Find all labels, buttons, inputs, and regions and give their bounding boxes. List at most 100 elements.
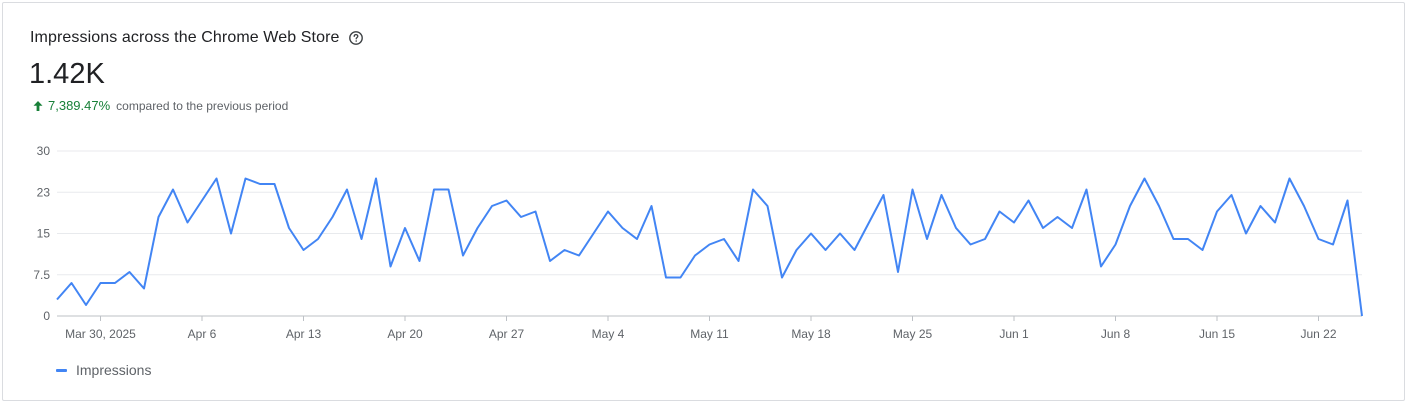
- data-point: [709, 244, 711, 246]
- data-point: [520, 216, 522, 218]
- x-tick-label: Jun 1: [999, 327, 1029, 341]
- data-point: [738, 260, 740, 262]
- data-point: [375, 178, 377, 180]
- data-point: [535, 211, 537, 213]
- data-point: [1173, 238, 1175, 240]
- data-point: [680, 277, 682, 279]
- data-point: [752, 189, 754, 191]
- chart-legend[interactable]: Impressions: [56, 362, 151, 378]
- data-point: [274, 183, 276, 185]
- total-impressions: 1.42K: [29, 58, 105, 90]
- data-point: [1129, 205, 1131, 207]
- data-point: [230, 233, 232, 235]
- x-tick-label: Jun 22: [1300, 327, 1336, 341]
- help-circle-icon[interactable]: [348, 30, 364, 46]
- data-point: [781, 277, 783, 279]
- data-point: [477, 227, 479, 229]
- data-point: [100, 282, 102, 284]
- data-point: [1289, 178, 1291, 180]
- x-tick-label: Mar 30, 2025: [65, 327, 136, 341]
- data-point: [955, 227, 957, 229]
- data-point: [549, 260, 551, 262]
- y-axis-labels: 0 7.5 15 23 30: [33, 144, 50, 323]
- data-point: [259, 183, 261, 185]
- x-tick-label: May 25: [893, 327, 933, 341]
- legend-label: Impressions: [76, 362, 152, 378]
- data-point: [1361, 315, 1363, 317]
- data-point: [245, 178, 247, 180]
- data-point: [1028, 200, 1030, 202]
- data-point: [767, 205, 769, 207]
- data-point: [897, 271, 899, 273]
- data-point: [839, 233, 841, 235]
- arrow-up-icon: [32, 100, 44, 112]
- x-tick-label: May 18: [791, 327, 831, 341]
- x-tick-label: Apr 6: [188, 327, 217, 341]
- x-tick-label: Jun 8: [1101, 327, 1131, 341]
- data-point: [317, 238, 319, 240]
- grid-lines: [57, 150, 1362, 317]
- data-point: [1332, 244, 1334, 246]
- data-point: [1071, 227, 1073, 229]
- data-point: [114, 282, 116, 284]
- data-point: [419, 260, 421, 262]
- data-point: [636, 238, 638, 240]
- data-point: [1158, 205, 1160, 207]
- data-point: [1042, 227, 1044, 229]
- series-impressions: [56, 177, 1363, 317]
- data-point: [651, 205, 653, 207]
- delta-value: 7,389.47%: [48, 98, 111, 113]
- x-tick-label: Apr 27: [489, 327, 525, 341]
- data-point: [1100, 266, 1102, 268]
- legend-swatch: [56, 368, 67, 372]
- data-point: [216, 178, 218, 180]
- card-title: Impressions across the Chrome Web Store: [30, 29, 340, 46]
- data-point: [1216, 211, 1218, 213]
- data-point: [984, 238, 986, 240]
- data-point: [999, 211, 1001, 213]
- data-point: [970, 244, 972, 246]
- data-point: [941, 194, 943, 196]
- data-point: [361, 238, 363, 240]
- data-point: [1144, 178, 1146, 180]
- data-point: [390, 266, 392, 268]
- card-header: Impressions across the Chrome Web Store: [30, 29, 364, 47]
- data-point: [665, 277, 667, 279]
- x-tick-label: May 11: [690, 327, 729, 341]
- data-point: [1202, 249, 1204, 251]
- data-point: [593, 233, 595, 235]
- data-point: [723, 238, 725, 240]
- data-point: [288, 227, 290, 229]
- data-point: [578, 255, 580, 257]
- data-point: [187, 222, 189, 224]
- data-point: [1013, 222, 1015, 224]
- data-point: [448, 189, 450, 191]
- data-point: [1231, 194, 1233, 196]
- data-point: [129, 271, 131, 273]
- y-tick-label: 15: [37, 227, 51, 241]
- data-point: [1347, 200, 1349, 202]
- data-point: [622, 227, 624, 229]
- data-point: [854, 249, 856, 251]
- x-tick-label: Apr 13: [286, 327, 322, 341]
- x-tick-label: Apr 20: [387, 327, 423, 341]
- data-point: [810, 233, 812, 235]
- series-line-impressions: [56, 177, 1363, 317]
- data-point: [85, 304, 87, 306]
- data-point: [868, 222, 870, 224]
- data-point: [1115, 244, 1117, 246]
- data-point: [564, 249, 566, 251]
- data-point: [1274, 222, 1276, 224]
- delta-row: 7,389.47% compared to the previous perio…: [32, 98, 288, 113]
- data-point: [1260, 205, 1262, 207]
- data-point: [1057, 216, 1059, 218]
- x-tick-label: May 4: [592, 327, 625, 341]
- delta-description: compared to the previous period: [116, 98, 289, 113]
- data-point: [346, 189, 348, 191]
- y-tick-label: 7.5: [33, 268, 50, 282]
- data-point: [172, 189, 174, 191]
- data-point: [883, 194, 885, 196]
- data-point: [56, 299, 58, 301]
- data-point: [462, 255, 464, 257]
